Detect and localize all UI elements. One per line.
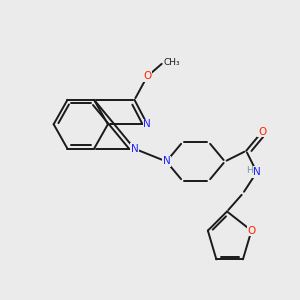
Text: N: N [253,167,261,177]
Text: O: O [143,71,152,81]
Text: N: N [163,157,170,166]
Text: O: O [258,127,266,137]
Text: CH₃: CH₃ [164,58,180,67]
Text: N: N [130,144,138,154]
Text: O: O [247,226,256,236]
Text: H: H [246,166,254,175]
Text: N: N [143,119,151,129]
